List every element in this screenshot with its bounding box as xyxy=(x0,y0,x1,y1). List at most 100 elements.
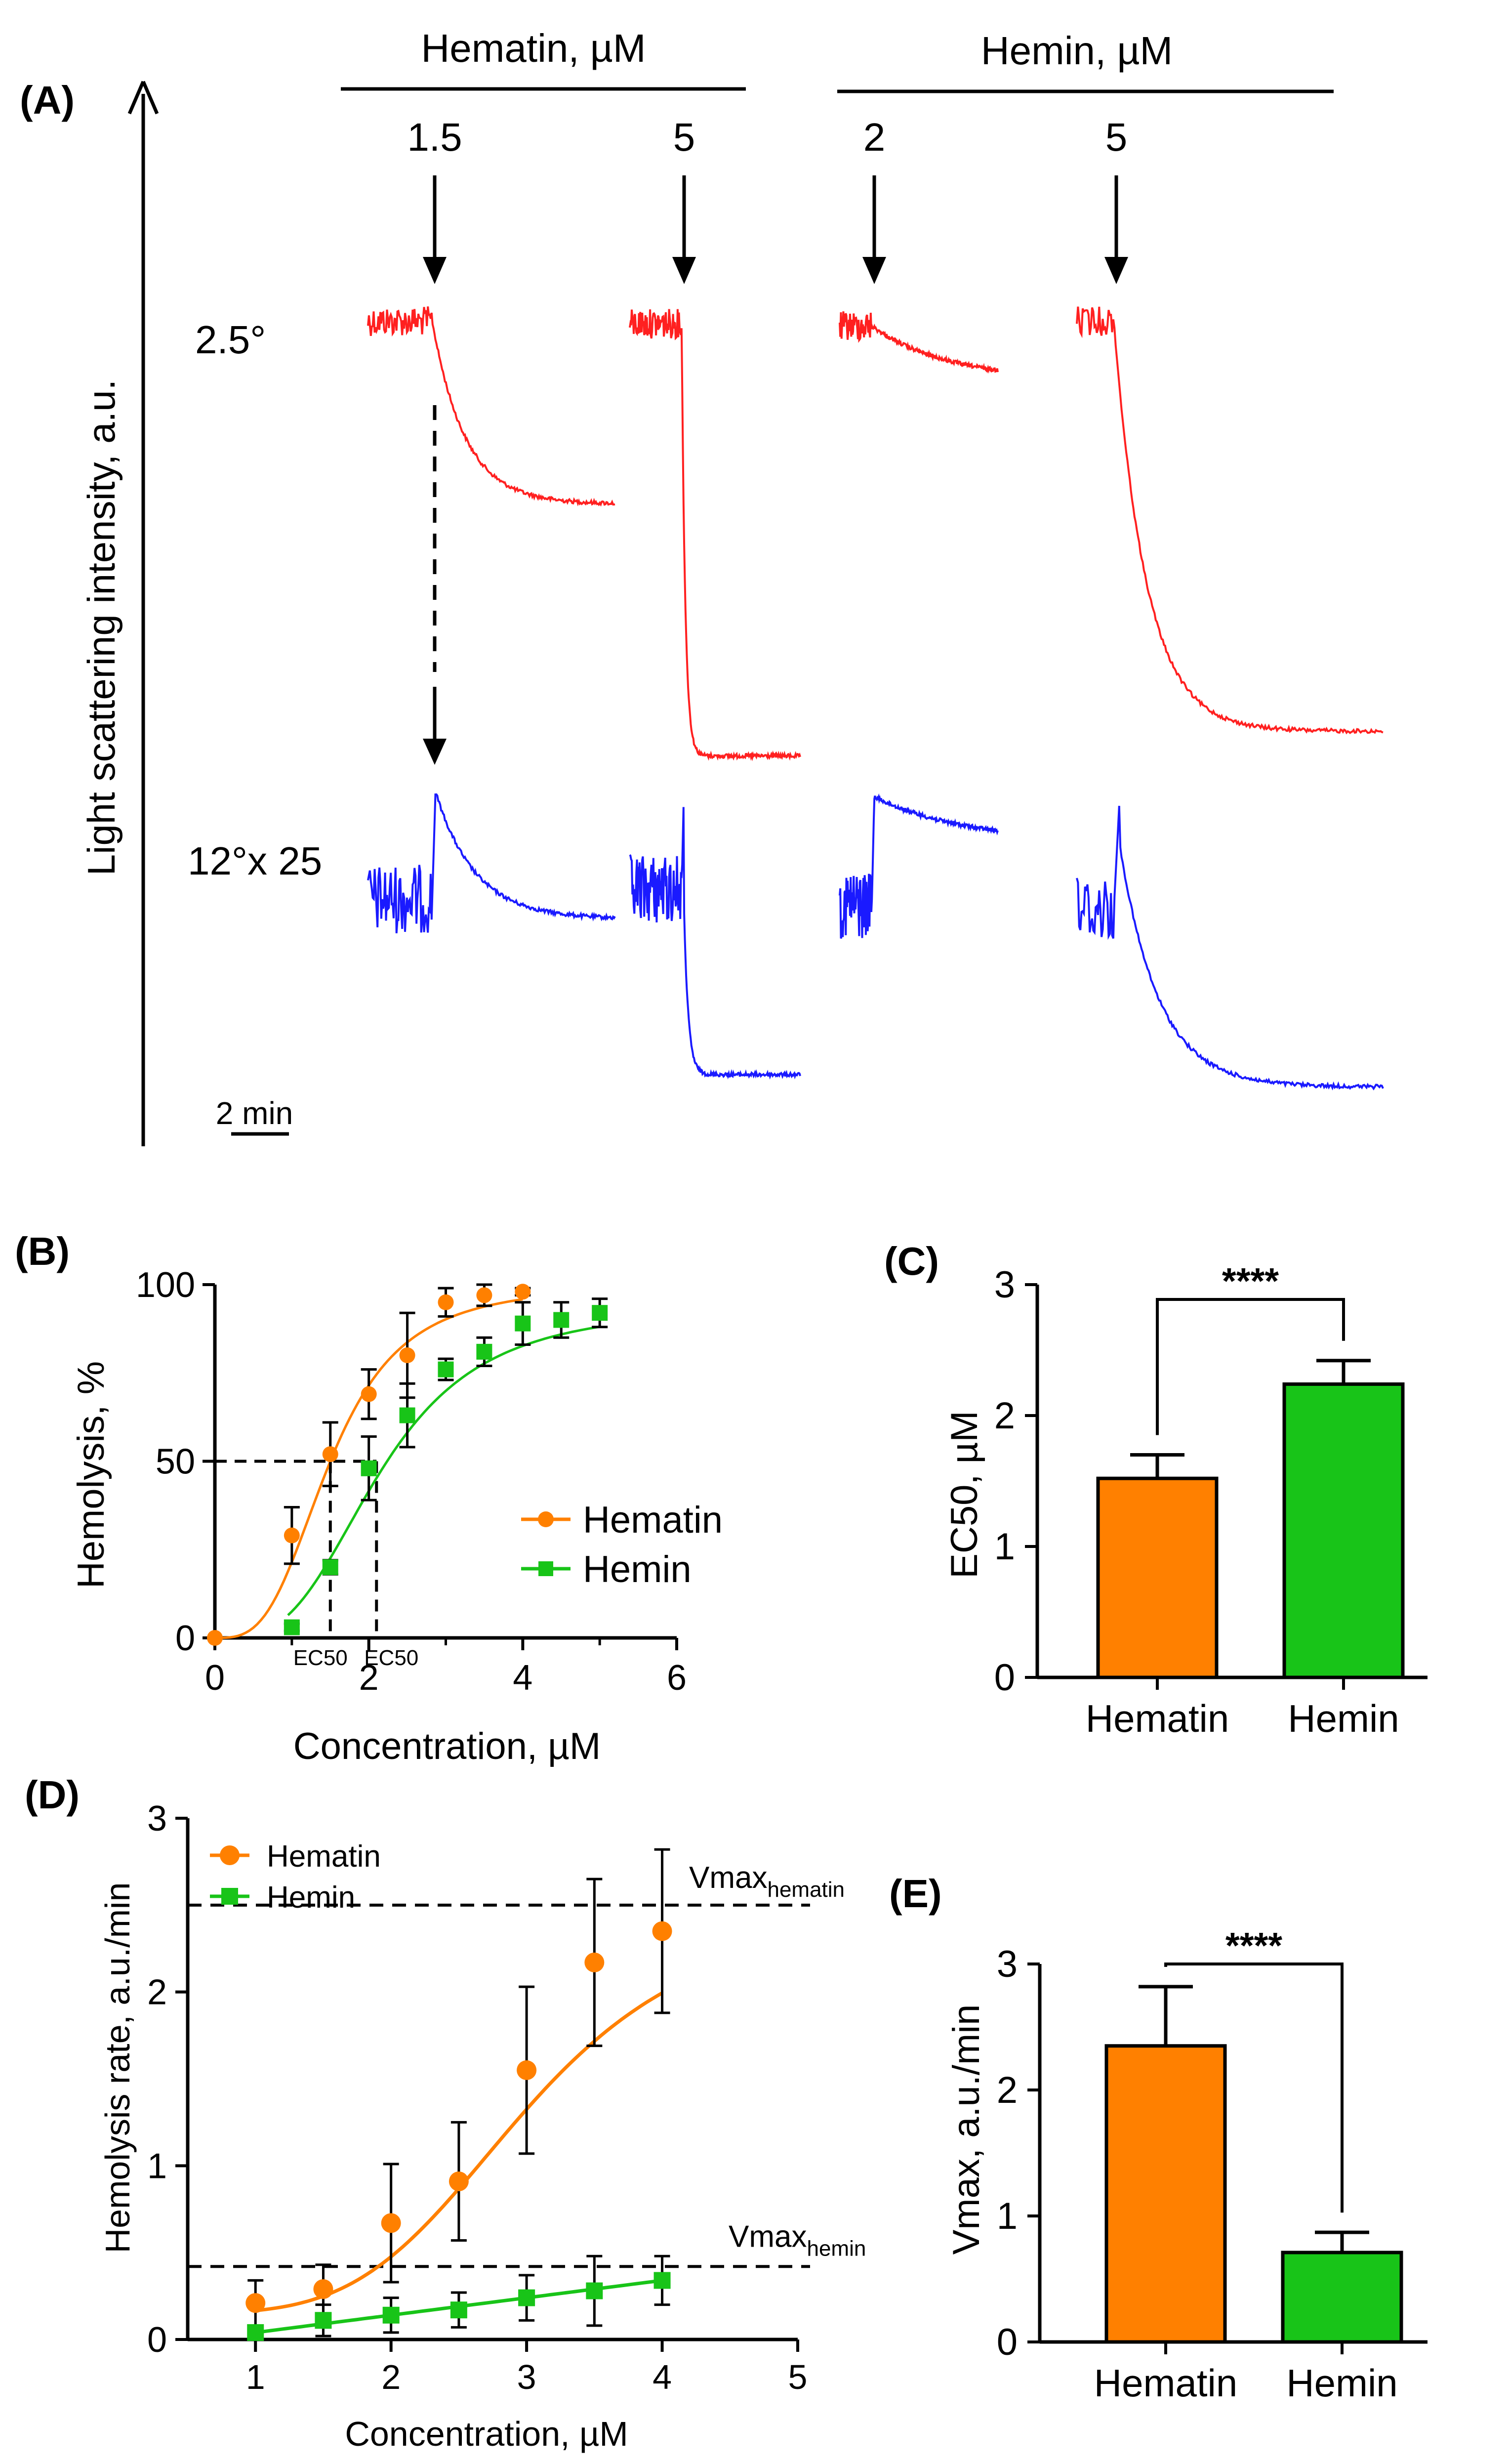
panel-d-legend: Hematin Hemin xyxy=(210,1839,381,1915)
panel-e: (E) Vmax, a.u./min 0 1 2 3 Hematin Hemin **** xyxy=(889,1872,1427,2405)
legend-d-hematin-marker xyxy=(220,1845,240,1865)
d-xtick-label: 5 xyxy=(788,2358,808,2396)
c-sig-bracket xyxy=(1156,1298,1345,1435)
down-arrow-icon xyxy=(1104,257,1128,284)
legend-hemin-label: Hemin xyxy=(583,1548,692,1590)
b-point-hematin xyxy=(361,1386,377,1402)
d-xtick-label: 2 xyxy=(381,2358,401,2396)
b-point-hemin xyxy=(553,1312,570,1328)
blue-trace-3 xyxy=(1076,805,1384,1091)
blue-trace-1 xyxy=(629,807,801,1080)
hematin-group-label: Hematin, µM xyxy=(421,26,646,70)
d-ytick-label: 2 xyxy=(147,1973,167,2012)
b-point-hemin xyxy=(322,1559,338,1575)
conc-label-1: 5 xyxy=(673,115,695,159)
d-point-hematin xyxy=(517,2060,537,2080)
e-bar-hemin xyxy=(1281,2251,1403,2344)
e-ytick-label: 0 xyxy=(997,2321,1018,2363)
d-point-hematin xyxy=(381,2213,401,2233)
panel-c: (C) EC50, µM 0 1 2 3 Hematin Hemin **** xyxy=(884,1239,1427,1740)
panel-a-ylabel: Light scattering intensity, a.u. xyxy=(80,379,123,876)
d-point-hemin xyxy=(382,2306,400,2324)
b-xtick-label: 4 xyxy=(513,1658,532,1698)
down-arrow-icon xyxy=(423,257,447,284)
y-axis-arrow-icon xyxy=(127,81,159,115)
b-xtick-label: 6 xyxy=(667,1658,687,1698)
b-point-hemin xyxy=(361,1460,377,1476)
b-ytick-label: 100 xyxy=(136,1265,195,1305)
b-point-hemin xyxy=(438,1361,454,1378)
c-sig-label: **** xyxy=(1222,1260,1279,1301)
legend-hematin-label: Hematin xyxy=(583,1499,723,1541)
b-xtick-label: 2 xyxy=(359,1658,379,1698)
panel-b-xlabel: Concentration, µM xyxy=(293,1725,601,1767)
e-xtick-label: Hematin xyxy=(1094,2361,1237,2405)
b-point-hemin xyxy=(515,1315,531,1332)
scale-bar-label: 2 min xyxy=(216,1095,293,1131)
panel-a-label: (A) xyxy=(20,78,75,122)
e-sig-bracket xyxy=(1164,1963,1344,2213)
panel-d-ylabel: Hemolysis rate, a.u./min xyxy=(98,1882,137,2254)
d-ytick-label: 1 xyxy=(147,2146,167,2186)
blue-trace-0 xyxy=(367,793,616,933)
b-point-hematin xyxy=(515,1284,531,1300)
e-ytick-label: 3 xyxy=(997,1943,1018,1985)
b-ytick-label: 0 xyxy=(175,1619,195,1658)
b-point-hematin xyxy=(438,1294,454,1310)
red-trace-3 xyxy=(1076,306,1384,735)
c-bar-hematin xyxy=(1096,1476,1219,1679)
b-point-hematin xyxy=(322,1446,338,1462)
c-errbar-hemin xyxy=(1316,1359,1371,1384)
d-point-hematin xyxy=(313,2279,333,2299)
down-arrow-icon xyxy=(672,257,696,284)
red-trace-1 xyxy=(629,309,801,761)
d-point-hemin xyxy=(653,2272,671,2289)
e-ytick-label: 1 xyxy=(997,2195,1018,2237)
c-xtick-label: Hematin xyxy=(1086,1697,1229,1740)
b-point-hemin xyxy=(284,1619,300,1635)
d-xtick-label: 3 xyxy=(517,2358,536,2396)
hemin-group-label: Hemin, µM xyxy=(981,29,1173,73)
angle-low-label: 2.5° xyxy=(195,318,266,362)
d-point-hemin xyxy=(586,2282,603,2299)
d-point-hematin xyxy=(245,2293,266,2313)
d-point-hematin xyxy=(449,2171,469,2191)
b-point-hematin xyxy=(207,1630,223,1646)
d-ytick-label: 3 xyxy=(147,1799,167,1838)
e-xtick-label: Hemin xyxy=(1286,2361,1397,2405)
d-vmax-subscript-hemin: hemin xyxy=(807,2236,866,2260)
b-fit-hemin xyxy=(287,1325,600,1616)
e-bar-hematin xyxy=(1104,2044,1227,2344)
down-arrow-icon xyxy=(862,257,886,284)
b-ec50-label-0: EC50 xyxy=(293,1646,348,1670)
b-point-hemin xyxy=(592,1305,608,1321)
b-ec50-label-1: EC50 xyxy=(364,1646,418,1670)
c-bar-hemin xyxy=(1282,1382,1405,1679)
d-point-hemin xyxy=(450,2301,467,2319)
d-point-hematin xyxy=(584,1952,605,1972)
d-point-hemin xyxy=(518,2289,535,2306)
down-arrow-icon xyxy=(423,739,447,765)
angle-high-label: 12°x 25 xyxy=(188,839,322,883)
panel-e-label: (E) xyxy=(889,1872,942,1916)
panel-b-label: (B) xyxy=(15,1229,70,1273)
e-errbar-hematin xyxy=(1139,1985,1193,2046)
red-trace-2 xyxy=(839,311,999,374)
d-vmax-subscript-hematin: hematin xyxy=(767,1878,845,1902)
b-point-hematin xyxy=(476,1287,492,1303)
panel-b: (B) Hemolysis, % Concentration, µM 0 2 4 6 0… xyxy=(15,1229,723,1767)
c-errbar-hematin xyxy=(1130,1453,1184,1479)
c-ytick-label: 0 xyxy=(994,1657,1015,1699)
d-point-hemin xyxy=(247,2324,264,2341)
b-point-hematin xyxy=(284,1527,300,1544)
red-trace-0 xyxy=(367,306,615,507)
b-xtick-label: 0 xyxy=(205,1658,225,1698)
d-xtick-label: 4 xyxy=(653,2358,672,2396)
c-xtick-label: Hemin xyxy=(1288,1697,1399,1740)
legend-hematin-marker xyxy=(538,1511,554,1527)
panel-d-label: (D) xyxy=(25,1773,80,1817)
d-xtick-label: 1 xyxy=(246,2358,265,2396)
e-sig-label: **** xyxy=(1225,1925,1282,1966)
e-ytick-label: 2 xyxy=(997,2069,1018,2111)
